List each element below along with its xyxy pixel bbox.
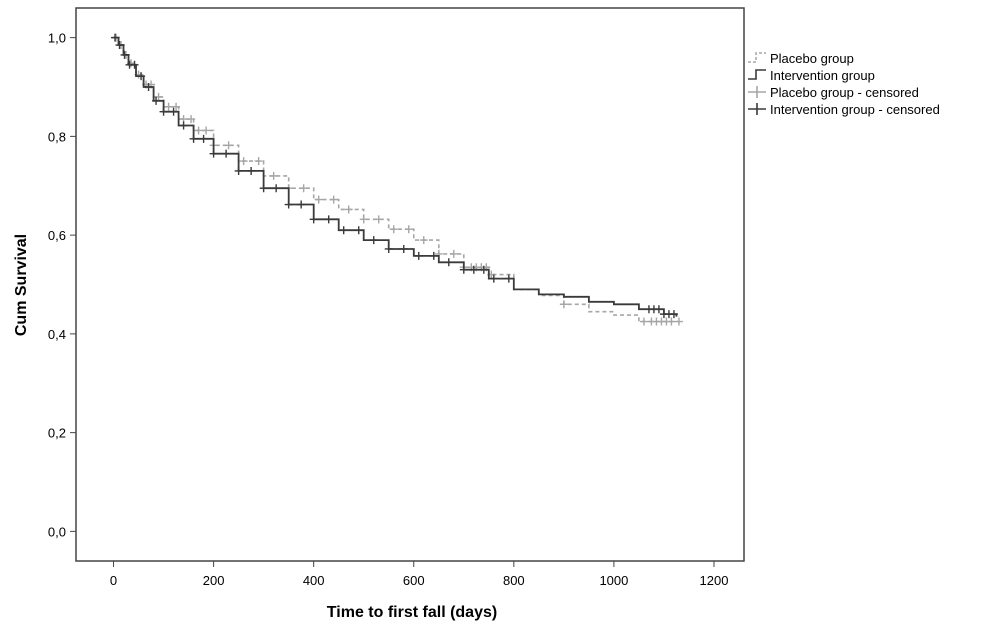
legend: Placebo group Intervention group Placebo g… [748, 51, 940, 117]
censor-mark [414, 251, 423, 260]
x-tick-label: 400 [303, 573, 325, 588]
censor-mark [489, 274, 498, 283]
censor-mark [239, 157, 248, 166]
censor-mark [115, 41, 124, 50]
censor-mark [504, 274, 513, 283]
censor-mark [254, 157, 263, 166]
censor-mark [202, 126, 211, 135]
x-tick-label: 600 [403, 573, 425, 588]
censor-mark [234, 166, 243, 175]
censor-mark [297, 200, 306, 209]
censor-mark [459, 265, 468, 274]
series-layer [111, 33, 683, 326]
censor-mark [389, 225, 398, 234]
censor-mark [299, 184, 308, 193]
censor-mark [479, 265, 488, 274]
censor-mark [324, 215, 333, 224]
x-tick-label: 0 [110, 573, 117, 588]
y-tick-label: 1,0 [48, 31, 66, 46]
censor-mark [314, 195, 323, 204]
censor-mark [309, 215, 318, 224]
x-tick-label: 200 [203, 573, 225, 588]
legend-swatch-placebo [748, 52, 766, 63]
plot-frame [75, 7, 745, 562]
censor-mark [144, 83, 153, 91]
censor-mark [222, 149, 231, 158]
censor-mark [359, 215, 368, 224]
censor-mark [224, 141, 233, 150]
censor-mark [654, 305, 663, 314]
legend-swatch-censored [748, 86, 766, 98]
legend-label: Placebo group [770, 51, 854, 66]
y-tick-label: 0,0 [48, 524, 66, 539]
censor-mark [369, 236, 378, 245]
censor-mark [120, 50, 129, 59]
censor-mark [247, 166, 256, 175]
series-line-intervention [113, 36, 678, 317]
censor-mark [469, 265, 478, 274]
censor-mark [269, 171, 278, 180]
censor-mark [374, 215, 383, 224]
censor-mark [199, 134, 208, 143]
legend-label: Placebo group - censored [770, 85, 919, 100]
censor-mark [130, 60, 139, 69]
censor-mark [399, 244, 408, 253]
censor-mark [669, 310, 678, 319]
censor-marks-intervention [111, 33, 678, 319]
censor-mark [187, 115, 196, 124]
x-tick-label: 1000 [599, 573, 628, 588]
censor-mark [159, 107, 168, 116]
y-tick-label: 0,6 [48, 228, 66, 243]
legend-swatch-censored [748, 103, 766, 115]
censor-mark [329, 195, 338, 204]
x-axis-title: Time to first fall (days) [327, 604, 497, 621]
censor-mark [667, 317, 676, 326]
censor-mark [194, 126, 203, 135]
censor-mark [339, 226, 348, 235]
censor-mark [189, 134, 198, 143]
x-tick-label: 800 [503, 573, 525, 588]
censor-mark [354, 226, 363, 235]
y-tick-label: 0,8 [48, 129, 66, 144]
censor-mark [272, 184, 281, 193]
censor-mark [152, 96, 161, 105]
censor-mark [674, 317, 683, 326]
x-tick-label: 1200 [700, 573, 729, 588]
censor-mark [639, 317, 648, 326]
censor-mark [137, 72, 146, 81]
censor-mark [419, 236, 428, 245]
censor-mark [164, 102, 173, 111]
censor-mark [559, 300, 568, 309]
censor-mark [169, 107, 178, 116]
y-axis-title: Cum Survival [13, 234, 30, 336]
censor-mark [449, 249, 458, 258]
censor-mark [344, 205, 353, 214]
censor-mark [384, 244, 393, 253]
censor-mark [209, 149, 218, 158]
censor-mark [111, 33, 120, 42]
legend-swatch-intervention [748, 69, 766, 80]
censor-mark [404, 225, 413, 234]
y-tick-label: 0,4 [48, 327, 66, 342]
censor-mark [444, 258, 453, 267]
censor-mark [429, 251, 438, 260]
legend-label: Intervention group [770, 68, 875, 83]
x-axis: 0 200 400 600 800 1000 1200 [110, 561, 729, 588]
censor-mark [284, 200, 293, 209]
censor-mark [179, 121, 188, 130]
censor-mark [259, 184, 268, 193]
y-tick-label: 0,2 [48, 426, 66, 441]
censor-mark [172, 102, 181, 111]
legend-label: Intervention group - censored [770, 102, 940, 117]
y-axis: 0,0 0,2 0,4 0,6 0,8 1,0 [48, 31, 76, 539]
